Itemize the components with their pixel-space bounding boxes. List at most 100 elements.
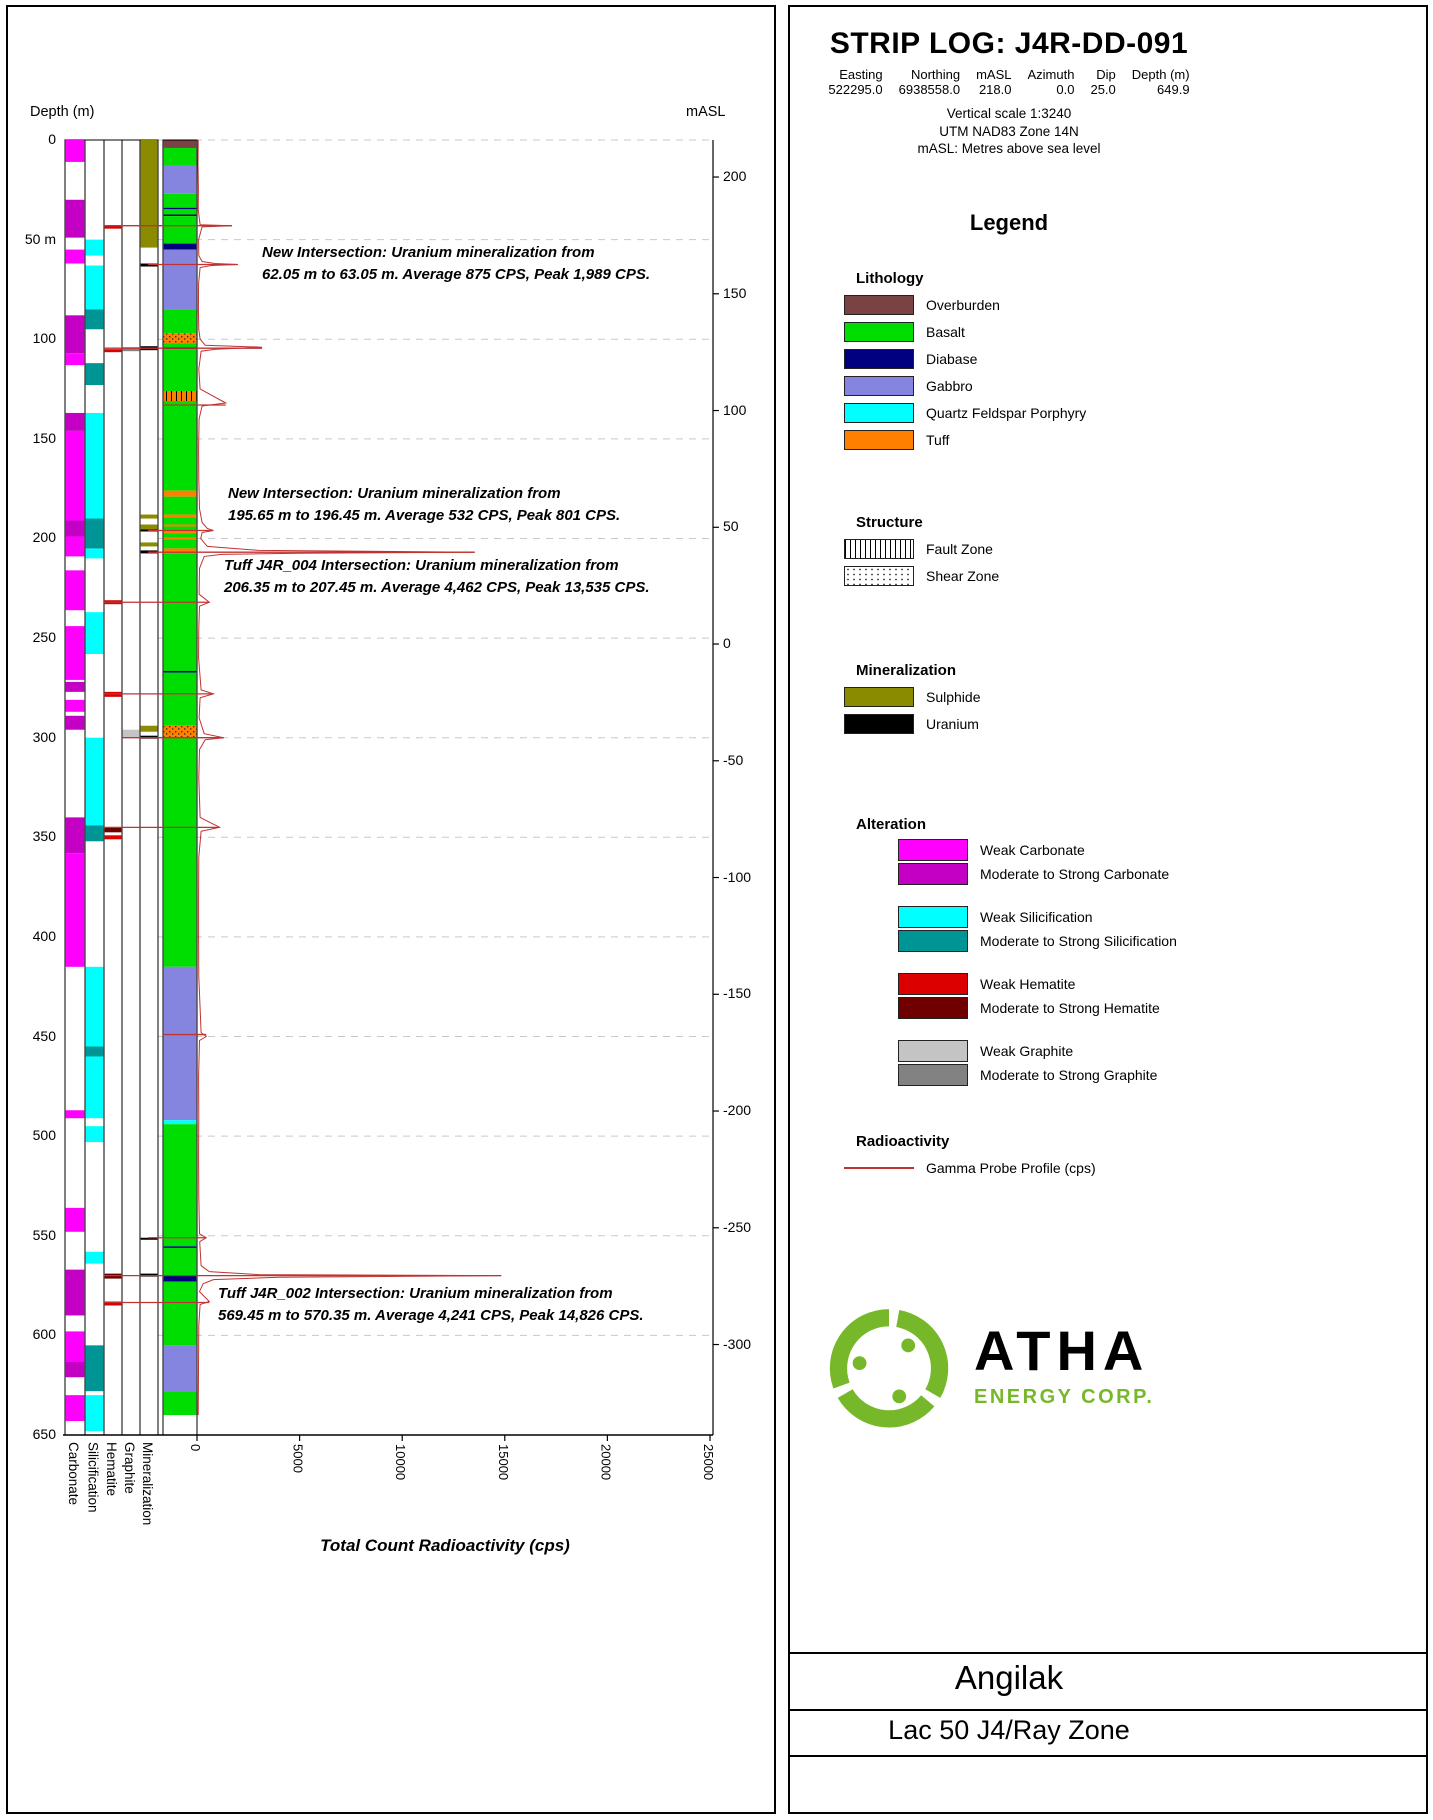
legend-label: Moderate to Strong Silicification — [980, 933, 1177, 950]
collar-field: Depth (m) 649.9 — [1132, 67, 1190, 97]
note-masl: mASL: Metres above sea level — [917, 141, 1101, 157]
legend-swatch — [844, 402, 914, 423]
legend-item: Tuff — [844, 428, 1228, 452]
legend-swatch — [844, 348, 914, 369]
collar-field-label: Northing — [910, 67, 961, 82]
legend-section-alteration: Alteration Weak Carbonate Moderate to Stro… — [790, 816, 1228, 1087]
collar-field-label: Azimuth — [1027, 67, 1075, 82]
legend-item: Weak Carbonate — [844, 838, 1228, 862]
legend-label: Basalt — [926, 323, 965, 340]
collar-table: Easting 522295.0 Northing 6938558.0 mASL 218.… — [790, 67, 1228, 97]
legend-swatch — [844, 375, 914, 396]
project-name: Angilak — [954, 1659, 1064, 1696]
atha-logo-icon — [829, 1308, 949, 1428]
collar-field-label: Easting — [839, 67, 883, 82]
legend-label: Weak Hematite — [980, 976, 1076, 993]
chart-panel — [6, 5, 776, 1814]
legend-alteration-pair: Weak Carbonate Moderate to Strong Carbona… — [790, 838, 1228, 886]
legend-swatch — [844, 713, 914, 734]
footer-divider — [790, 1652, 1426, 1654]
legend-label: Moderate to Strong Hematite — [980, 1000, 1160, 1017]
legend-label: Gamma Probe Profile (cps) — [926, 1159, 1096, 1176]
note-vertical-scale: Vertical scale 1:3240 — [946, 106, 1072, 121]
legend-item: Shear Zone — [844, 564, 1228, 588]
legend-item: Uranium — [844, 712, 1228, 736]
legend-item: Sulphide — [844, 685, 1228, 709]
legend-swatch — [844, 429, 914, 450]
collar-field-label: mASL — [976, 67, 1012, 82]
info-panel: STRIP LOG: J4R-DD-091 Easting 522295.0 Nor… — [788, 5, 1428, 1814]
legend-label: Overburden — [926, 296, 1000, 313]
title-block: STRIP LOG: J4R-DD-091 Easting 522295.0 Nor… — [790, 7, 1228, 1440]
scale-notes: Vertical scale 1:3240 UTM NAD83 Zone 14N… — [790, 105, 1228, 158]
legend-label: Quartz Feldspar Porphyry — [926, 404, 1087, 421]
legend-item: Weak Graphite — [844, 1039, 1228, 1063]
legend: Lithology Overburden Basalt Diabase Gabbro Qu… — [790, 270, 1228, 1180]
collar-field: Easting 522295.0 — [828, 67, 882, 97]
legend-alteration-pair: Weak Hematite Moderate to Strong Hematite — [790, 972, 1228, 1020]
logo-wordmark: ATHA — [974, 1318, 1150, 1382]
legend-swatch — [898, 862, 968, 885]
collar-field-value: 522295.0 — [828, 82, 883, 97]
legend-label: Weak Carbonate — [980, 842, 1085, 859]
legend-section-title: Lithology — [856, 269, 924, 287]
legend-item: Gabbro — [844, 374, 1228, 398]
footer-divider — [790, 1755, 1426, 1757]
legend-swatch — [898, 1063, 968, 1086]
legend-swatch — [898, 905, 968, 928]
legend-item: Moderate to Strong Graphite — [844, 1063, 1228, 1087]
legend-alteration-pair: Weak Silicification Moderate to Strong Si… — [790, 905, 1228, 953]
legend-swatch — [844, 321, 914, 342]
fault-pattern-swatch — [844, 538, 914, 559]
legend-label: Diabase — [926, 350, 978, 367]
collar-field: Azimuth 0.0 — [1028, 67, 1075, 97]
company-logo: ATHA ENERGY CORP. — [820, 1292, 1228, 1440]
collar-field-value: 649.9 — [1157, 82, 1190, 97]
legend-item: Moderate to Strong Silicification — [844, 929, 1228, 953]
legend-swatch — [898, 1039, 968, 1062]
legend-alteration-pair: Weak Graphite Moderate to Strong Graphite — [790, 1039, 1228, 1087]
gamma-line-swatch — [844, 1166, 914, 1169]
footer-divider — [790, 1709, 1426, 1711]
legend-item: Diabase — [844, 347, 1228, 371]
legend-label: Weak Graphite — [980, 1043, 1074, 1060]
legend-item: Overburden — [844, 293, 1228, 317]
legend-section-lithology: Lithology Overburden Basalt Diabase Gabbro Qu… — [790, 270, 1228, 452]
legend-swatch — [898, 838, 968, 861]
legend-item: Basalt — [844, 320, 1228, 344]
legend-swatch — [844, 294, 914, 315]
legend-swatch — [898, 972, 968, 995]
strip-log-title: STRIP LOG: J4R-DD-091 — [829, 27, 1189, 60]
legend-section-title: Radioactivity — [856, 1132, 950, 1150]
collar-field-value: 0.0 — [1056, 82, 1075, 97]
legend-label: Gabbro — [926, 377, 973, 394]
legend-section-radioactivity: Radioactivity Gamma Probe Profile (cps) — [790, 1133, 1228, 1180]
logo-subtitle: ENERGY CORP. — [974, 1385, 1155, 1408]
collar-field: Dip 25.0 — [1090, 67, 1115, 97]
legend-label: Fault Zone — [926, 540, 993, 557]
legend-item: Moderate to Strong Carbonate — [844, 862, 1228, 886]
collar-field: Northing 6938558.0 — [899, 67, 960, 97]
legend-section-structure: Structure Fault Zone Shear Zone — [790, 514, 1228, 588]
legend-section-title: Alteration — [856, 815, 927, 833]
shear-pattern-swatch — [844, 565, 914, 586]
collar-field-value: 25.0 — [1090, 82, 1116, 97]
note-utm-zone: UTM NAD83 Zone 14N — [939, 123, 1079, 139]
legend-swatch — [898, 996, 968, 1019]
legend-item: Fault Zone — [844, 537, 1228, 561]
logo-text: ATHA ENERGY CORP. — [974, 1318, 1155, 1409]
collar-field: mASL 218.0 — [976, 67, 1011, 97]
collar-field-label: Dip — [1096, 67, 1116, 82]
legend-swatch — [844, 686, 914, 707]
legend-label: Moderate to Strong Carbonate — [980, 866, 1170, 883]
legend-label: Weak Silicification — [980, 909, 1093, 926]
legend-item: Weak Silicification — [844, 905, 1228, 929]
collar-field-label: Depth (m) — [1131, 67, 1190, 82]
legend-label: Uranium — [926, 715, 979, 732]
legend-item: Quartz Feldspar Porphyry — [844, 401, 1228, 425]
legend-item: Moderate to Strong Hematite — [844, 996, 1228, 1020]
legend-swatch — [898, 929, 968, 952]
zone-name: Lac 50 J4/Ray Zone — [888, 1715, 1130, 1745]
collar-field-value: 6938558.0 — [898, 82, 961, 97]
